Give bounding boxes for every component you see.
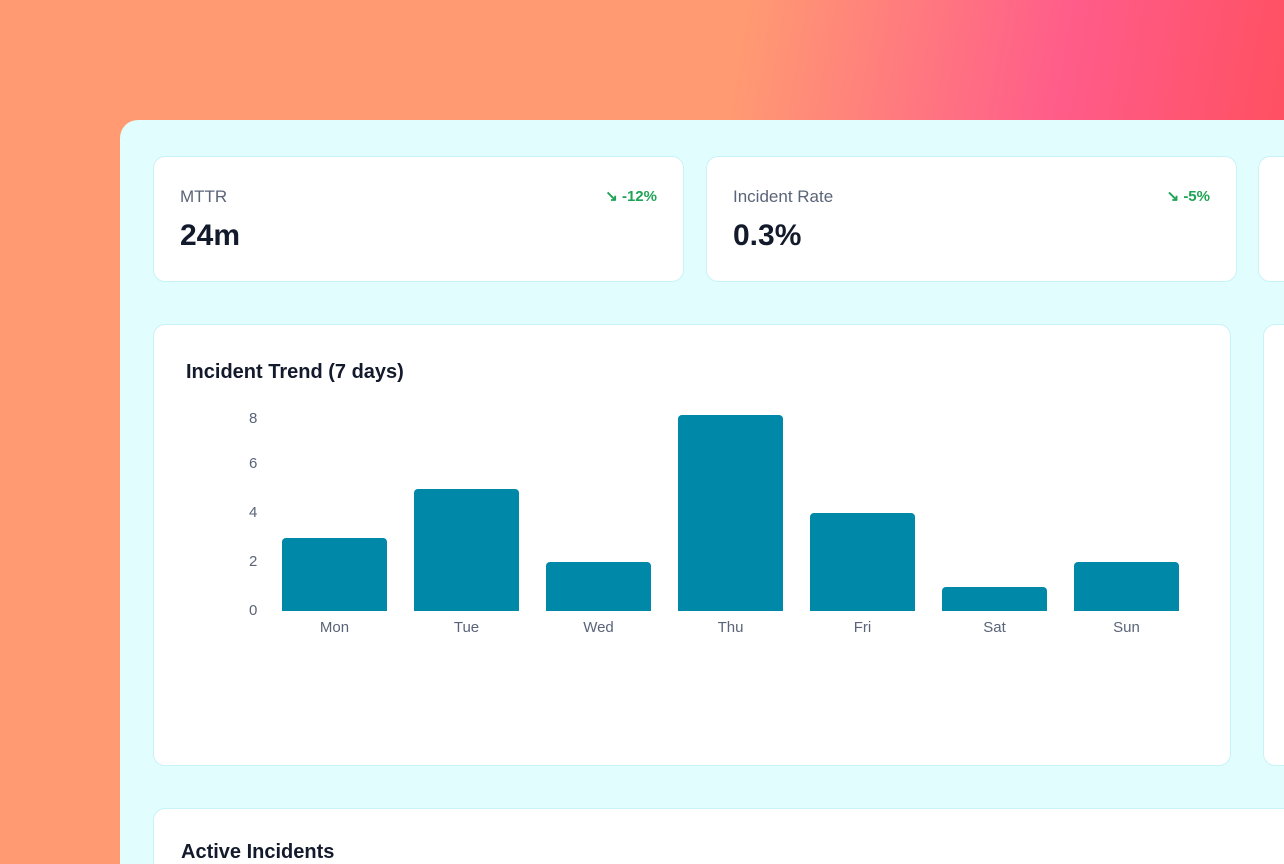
trend-down-icon: ↘ xyxy=(605,188,618,205)
bar-mon[interactable] xyxy=(282,537,387,611)
side-card-partial xyxy=(1263,324,1284,766)
kpi-value: 24m xyxy=(180,219,241,252)
kpi-value: 0.3% xyxy=(733,219,802,252)
kpi-delta: ↘ -5% xyxy=(1167,187,1210,205)
bar-sat[interactable] xyxy=(942,586,1047,611)
x-tick-label: Mon xyxy=(319,619,350,636)
bar-thu[interactable] xyxy=(678,415,783,611)
active-incidents-card: Active Incidents xyxy=(153,808,1284,864)
bar-wed[interactable] xyxy=(546,562,651,611)
bar-fri[interactable] xyxy=(810,513,915,611)
bar-tue[interactable] xyxy=(414,488,519,611)
x-tick-label: Thu xyxy=(717,619,744,636)
x-tick-label: Sat xyxy=(983,619,1006,636)
dashboard-panel: MTTR 24m ↘ -12% Incident Rate 0.3% ↘ -5%… xyxy=(120,120,1284,864)
y-tick-label: 2 xyxy=(249,553,258,570)
x-tick-label: Sun xyxy=(1113,619,1140,636)
y-tick-label: 4 xyxy=(249,504,258,521)
chart-title: Incident Trend (7 days) xyxy=(186,361,404,383)
incident-trend-card: Incident Trend (7 days) 0 2 4 6 8 Mon Tue Wed Th… xyxy=(153,324,1231,766)
kpi-label: Incident Rate xyxy=(733,187,834,206)
section-title: Active Incidents xyxy=(181,841,335,863)
kpi-card-incident-rate: Incident Rate 0.3% ↘ -5% xyxy=(706,156,1237,282)
kpi-card-partial xyxy=(1258,156,1284,282)
trend-down-icon: ↘ xyxy=(1166,188,1180,205)
bar-sun[interactable] xyxy=(1074,562,1179,611)
y-tick-label: 0 xyxy=(249,602,258,619)
kpi-delta-value: -5% xyxy=(1183,188,1210,205)
kpi-card-mttr: MTTR 24m ↘ -12% xyxy=(153,156,684,282)
y-tick-label: 6 xyxy=(249,455,258,472)
x-tick-label: Tue xyxy=(453,619,480,636)
x-tick-label: Fri xyxy=(853,619,872,636)
kpi-delta: ↘ -12% xyxy=(605,187,657,205)
kpi-label: MTTR xyxy=(180,187,228,206)
x-tick-label: Wed xyxy=(583,619,614,636)
kpi-delta-value: -12% xyxy=(621,188,657,205)
y-tick-label: 8 xyxy=(249,409,258,427)
